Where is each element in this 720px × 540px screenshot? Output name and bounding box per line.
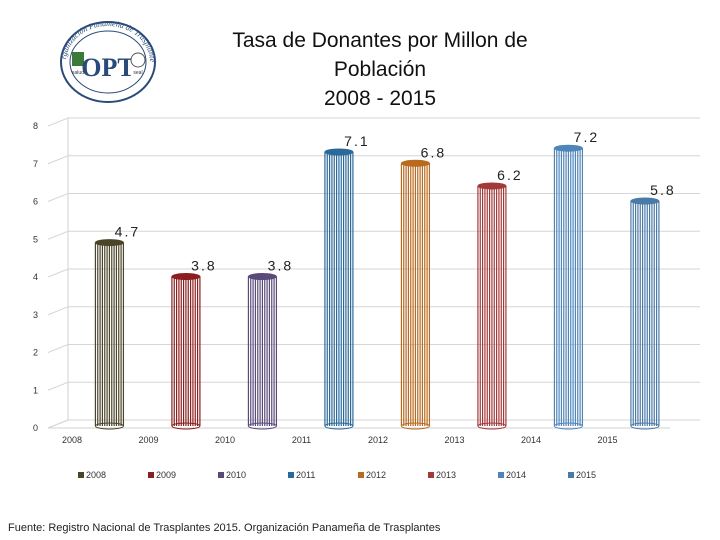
gridline — [47, 193, 700, 202]
chart-title-line-2: Población — [333, 58, 427, 81]
legend-item: 2013 — [436, 470, 456, 480]
legend-item: 2009 — [156, 470, 176, 480]
salud-emblem-icon — [72, 52, 84, 66]
legend-swatch — [288, 472, 294, 478]
bar — [400, 159, 431, 430]
y-tick-label: 7 — [33, 159, 38, 169]
y-tick-label: 4 — [33, 272, 38, 282]
y-tick-label: 6 — [33, 197, 38, 207]
y-tick-label: 8 — [33, 121, 38, 131]
logo-right-mark: seal — [133, 70, 142, 76]
y-tick-label: 3 — [33, 310, 38, 320]
bar-cap — [94, 239, 124, 247]
legend-item: 2011 — [296, 470, 315, 480]
gridline — [47, 306, 700, 316]
bar — [94, 239, 125, 430]
logo-left-mark: salud — [72, 70, 84, 76]
data-label: 7.2 — [574, 129, 599, 145]
x-tick-label: 2015 — [597, 435, 617, 445]
data-label: 5.8 — [650, 182, 675, 198]
gridline — [47, 419, 700, 429]
bar-cap — [324, 148, 354, 156]
bar-base — [553, 422, 583, 430]
x-tick-label: 2009 — [138, 435, 158, 445]
data-label: 6.2 — [497, 167, 522, 183]
bar-base — [171, 422, 201, 430]
bar — [247, 273, 278, 430]
bar-cap — [553, 144, 583, 152]
bar-base — [324, 422, 354, 430]
legend-swatch — [218, 472, 224, 478]
legend-item: 2015 — [576, 470, 596, 480]
opt-logo: Organización Panameña de Trasplantes sal… — [52, 12, 157, 103]
x-tick-label: 2013 — [444, 435, 464, 445]
data-label: 4.7 — [115, 224, 140, 240]
bar-cap — [247, 273, 277, 281]
bar-cap — [171, 273, 201, 281]
bar-base — [94, 422, 124, 430]
data-label: 7.1 — [344, 133, 369, 149]
logo-center-text: OPT — [81, 53, 134, 82]
data-label: 3.8 — [268, 258, 293, 274]
y-tick-label: 5 — [33, 234, 38, 244]
chart-title: Tasa de Donantes por Millon de Población… — [180, 26, 580, 113]
legend-swatch — [568, 472, 574, 478]
bar-cap — [400, 159, 430, 167]
bar — [171, 273, 201, 430]
legend-item: 2008 — [86, 470, 106, 480]
y-tick-label: 1 — [33, 385, 38, 395]
gridline — [47, 344, 700, 353]
seal-emblem-icon — [130, 52, 146, 68]
chart-title-line-3: 2008 - 2015 — [323, 87, 437, 110]
bar-base — [630, 422, 660, 430]
x-tick-label: 2014 — [521, 435, 541, 445]
bar-base — [247, 422, 277, 430]
chart-title-line-1: Tasa de Donantes por Millon de — [232, 29, 528, 52]
legend-item: 2012 — [366, 470, 386, 480]
bar — [630, 197, 660, 430]
x-tick-label: 2008 — [62, 435, 82, 445]
legend-item: 2010 — [226, 470, 246, 480]
bar — [324, 148, 354, 430]
data-label: 3.8 — [191, 258, 216, 274]
x-tick-label: 2012 — [368, 435, 388, 445]
gridline — [47, 268, 700, 278]
x-tick-label: 2011 — [292, 435, 311, 445]
legend-swatch — [358, 472, 364, 478]
legend-item: 2014 — [506, 470, 526, 480]
data-label: 6.8 — [421, 144, 446, 160]
legend-swatch — [428, 472, 434, 478]
legend-swatch — [498, 472, 504, 478]
x-tick-label: 2010 — [215, 435, 235, 445]
y-tick-label: 0 — [33, 423, 38, 433]
y-tick-label: 2 — [33, 348, 38, 358]
bar — [477, 182, 507, 430]
bar-base — [477, 422, 507, 430]
bar-cap — [477, 182, 507, 190]
gridline — [47, 117, 700, 127]
legend-swatch — [148, 472, 154, 478]
gridline — [47, 155, 700, 165]
bar-cap — [630, 197, 660, 205]
source-note: Fuente: Registro Nacional de Trasplantes… — [8, 522, 441, 534]
bar — [553, 144, 584, 430]
gridline — [47, 381, 700, 391]
legend-swatch — [78, 472, 84, 478]
bar-base — [400, 422, 430, 430]
gridline — [47, 230, 700, 240]
